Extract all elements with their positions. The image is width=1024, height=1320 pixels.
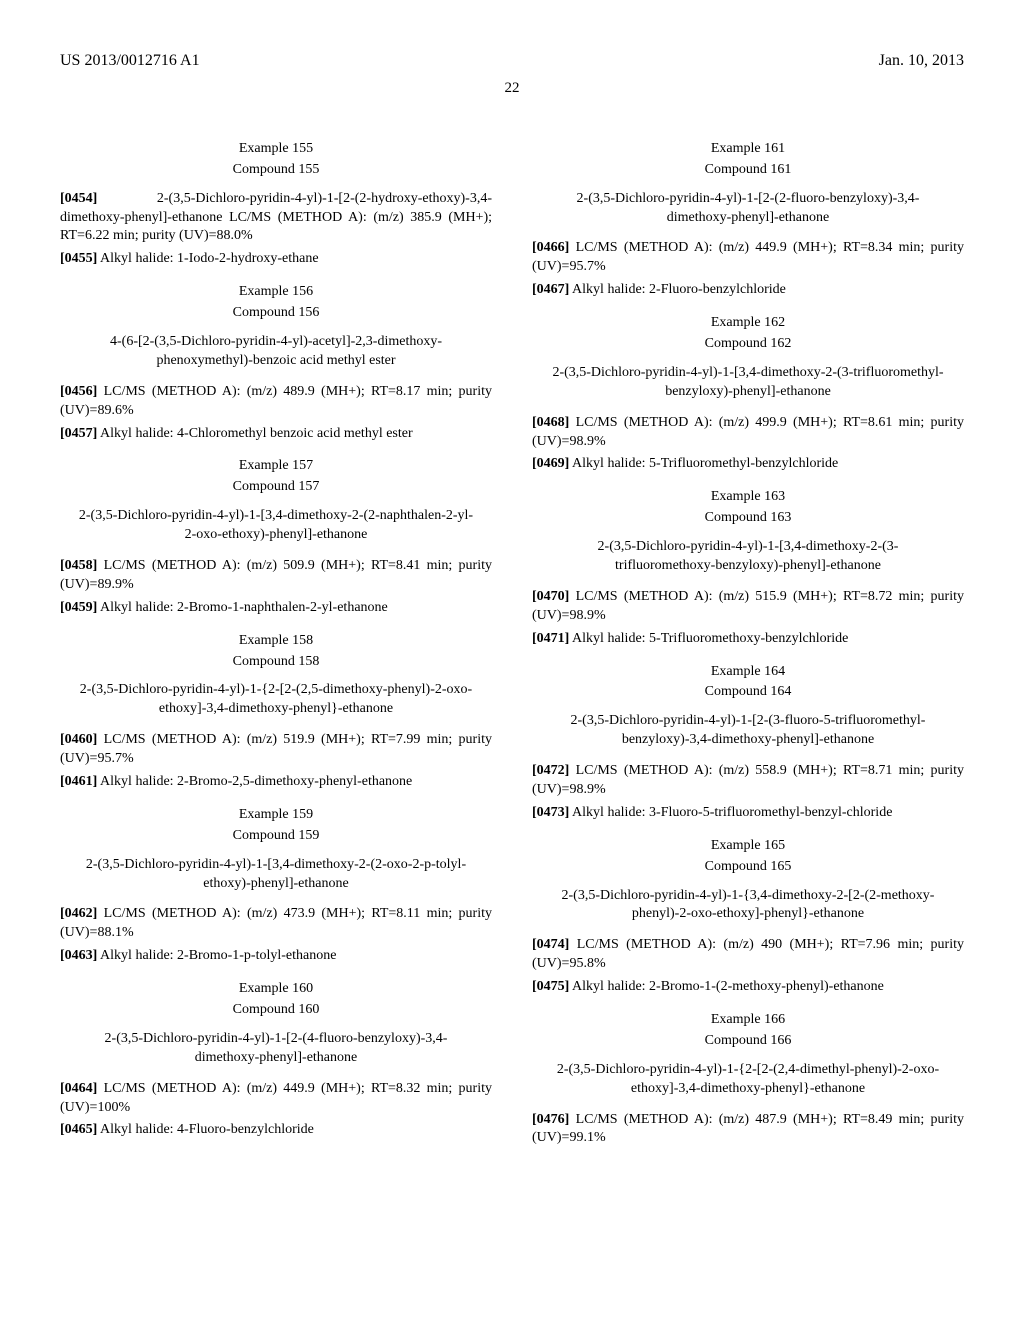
body-paragraph: [0470] LC/MS (METHOD A): (m/z) 515.9 (MH… (532, 588, 964, 626)
paragraph-number: [0463] (60, 948, 97, 963)
compound-heading: Compound 166 (532, 1032, 964, 1051)
example-heading: Example 166 (532, 1011, 964, 1030)
compound-title: 2-(3,5-Dichloro-pyridin-4-yl)-1-[3,4-dim… (532, 364, 964, 402)
body-paragraph: [0457] Alkyl halide: 4-Chloromethyl benz… (60, 425, 492, 444)
example-heading: Example 165 (532, 837, 964, 856)
body-paragraph: [0462] LC/MS (METHOD A): (m/z) 473.9 (MH… (60, 905, 492, 943)
body-paragraph: [0459] Alkyl halide: 2-Bromo-1-naphthale… (60, 599, 492, 618)
paragraph-number: [0464] (60, 1081, 97, 1096)
body-paragraph: [0473] Alkyl halide: 3-Fluoro-5-trifluor… (532, 804, 964, 823)
compound-heading: Compound 157 (60, 478, 492, 497)
compound-title-inline: [0454] 2-(3,5-Dichloro-pyridin-4-yl)-1-[… (60, 190, 492, 247)
example-heading: Example 161 (532, 140, 964, 159)
publication-number: US 2013/0012716 A1 (60, 50, 200, 72)
compound-heading: Compound 162 (532, 335, 964, 354)
paragraph-number: [0475] (532, 979, 569, 994)
body-paragraph: [0461] Alkyl halide: 2-Bromo-2,5-dimetho… (60, 773, 492, 792)
body-paragraph: [0466] LC/MS (METHOD A): (m/z) 449.9 (MH… (532, 239, 964, 277)
compound-heading: Compound 161 (532, 161, 964, 180)
compound-title: 2-(3,5-Dichloro-pyridin-4-yl)-1-[3,4-dim… (60, 856, 492, 894)
body-paragraph: [0465] Alkyl halide: 4-Fluoro-benzylchlo… (60, 1121, 492, 1140)
paragraph-number: [0470] (532, 589, 569, 604)
publication-date: Jan. 10, 2013 (879, 50, 964, 72)
body-paragraph: [0460] LC/MS (METHOD A): (m/z) 519.9 (MH… (60, 731, 492, 769)
body-paragraph: [0464] LC/MS (METHOD A): (m/z) 449.9 (MH… (60, 1080, 492, 1118)
right-column: Example 161 Compound 161 2-(3,5-Dichloro-p… (532, 126, 964, 1153)
content-columns: Example 155 Compound 155 [0454] 2-(3,5-Dic… (60, 126, 964, 1153)
compound-title: 2-(3,5-Dichloro-pyridin-4-yl)-1-[3,4-dim… (532, 538, 964, 576)
compound-heading: Compound 158 (60, 653, 492, 672)
compound-title: 2-(3,5-Dichloro-pyridin-4-yl)-1-[2-(3-fl… (532, 712, 964, 750)
paragraph-number: [0469] (532, 456, 569, 471)
body-paragraph: [0455] Alkyl halide: 1-Iodo-2-hydroxy-et… (60, 250, 492, 269)
compound-heading: Compound 155 (60, 161, 492, 180)
paragraph-number: [0462] (60, 906, 97, 921)
paragraph-number: [0457] (60, 426, 97, 441)
example-heading: Example 157 (60, 457, 492, 476)
body-paragraph: [0474] LC/MS (METHOD A): (m/z) 490 (MH+)… (532, 936, 964, 974)
body-paragraph: [0456] LC/MS (METHOD A): (m/z) 489.9 (MH… (60, 383, 492, 421)
compound-heading: Compound 159 (60, 827, 492, 846)
paragraph-number: [0458] (60, 558, 97, 573)
example-heading: Example 162 (532, 314, 964, 333)
paragraph-number: [0466] (532, 240, 569, 255)
body-paragraph: [0475] Alkyl halide: 2-Bromo-1-(2-methox… (532, 978, 964, 997)
compound-title: 2-(3,5-Dichloro-pyridin-4-yl)-1-[2-(2-fl… (532, 190, 964, 228)
compound-title: 4-(6-[2-(3,5-Dichloro-pyridin-4-yl)-acet… (60, 333, 492, 371)
body-paragraph: [0469] Alkyl halide: 5-Trifluoromethyl-b… (532, 455, 964, 474)
compound-heading: Compound 164 (532, 683, 964, 702)
paragraph-number: [0454] (60, 191, 97, 206)
compound-heading: Compound 163 (532, 509, 964, 528)
compound-heading: Compound 156 (60, 304, 492, 323)
compound-title: 2-(3,5-Dichloro-pyridin-4-yl)-1-{3,4-dim… (532, 887, 964, 925)
example-heading: Example 159 (60, 806, 492, 825)
paragraph-number: [0471] (532, 631, 569, 646)
body-paragraph: [0463] Alkyl halide: 2-Bromo-1-p-tolyl-e… (60, 947, 492, 966)
paragraph-number: [0459] (60, 600, 97, 615)
example-heading: Example 158 (60, 632, 492, 651)
paragraph-number: [0474] (532, 937, 569, 952)
paragraph-number: [0468] (532, 415, 569, 430)
body-paragraph: [0467] Alkyl halide: 2-Fluoro-benzylchlo… (532, 281, 964, 300)
example-heading: Example 156 (60, 283, 492, 302)
paragraph-number: [0461] (60, 774, 97, 789)
example-heading: Example 163 (532, 488, 964, 507)
paragraph-number: [0476] (532, 1112, 569, 1127)
example-heading: Example 160 (60, 980, 492, 999)
paragraph-number: [0467] (532, 282, 569, 297)
paragraph-number: [0456] (60, 384, 97, 399)
compound-heading: Compound 160 (60, 1001, 492, 1020)
paragraph-number: [0472] (532, 763, 569, 778)
body-paragraph: [0468] LC/MS (METHOD A): (m/z) 499.9 (MH… (532, 414, 964, 452)
paragraph-number: [0473] (532, 805, 569, 820)
example-heading: Example 164 (532, 663, 964, 682)
page-number: 22 (60, 78, 964, 98)
compound-title: 2-(3,5-Dichloro-pyridin-4-yl)-1-{2-[2-(2… (60, 681, 492, 719)
compound-title: 2-(3,5-Dichloro-pyridin-4-yl)-1-{2-[2-(2… (532, 1061, 964, 1099)
compound-heading: Compound 165 (532, 858, 964, 877)
left-column: Example 155 Compound 155 [0454] 2-(3,5-Dic… (60, 126, 492, 1153)
body-paragraph: [0458] LC/MS (METHOD A): (m/z) 509.9 (MH… (60, 557, 492, 595)
body-paragraph: [0472] LC/MS (METHOD A): (m/z) 558.9 (MH… (532, 762, 964, 800)
paragraph-number: [0455] (60, 251, 97, 266)
page-header: US 2013/0012716 A1 Jan. 10, 2013 (60, 50, 964, 72)
body-paragraph: [0471] Alkyl halide: 5-Trifluoromethoxy-… (532, 630, 964, 649)
compound-title: 2-(3,5-Dichloro-pyridin-4-yl)-1-[3,4-dim… (60, 507, 492, 545)
paragraph-number: [0465] (60, 1122, 97, 1137)
paragraph-number: [0460] (60, 732, 97, 747)
body-paragraph: [0476] LC/MS (METHOD A): (m/z) 487.9 (MH… (532, 1111, 964, 1149)
example-heading: Example 155 (60, 140, 492, 159)
compound-title: 2-(3,5-Dichloro-pyridin-4-yl)-1-[2-(4-fl… (60, 1030, 492, 1068)
